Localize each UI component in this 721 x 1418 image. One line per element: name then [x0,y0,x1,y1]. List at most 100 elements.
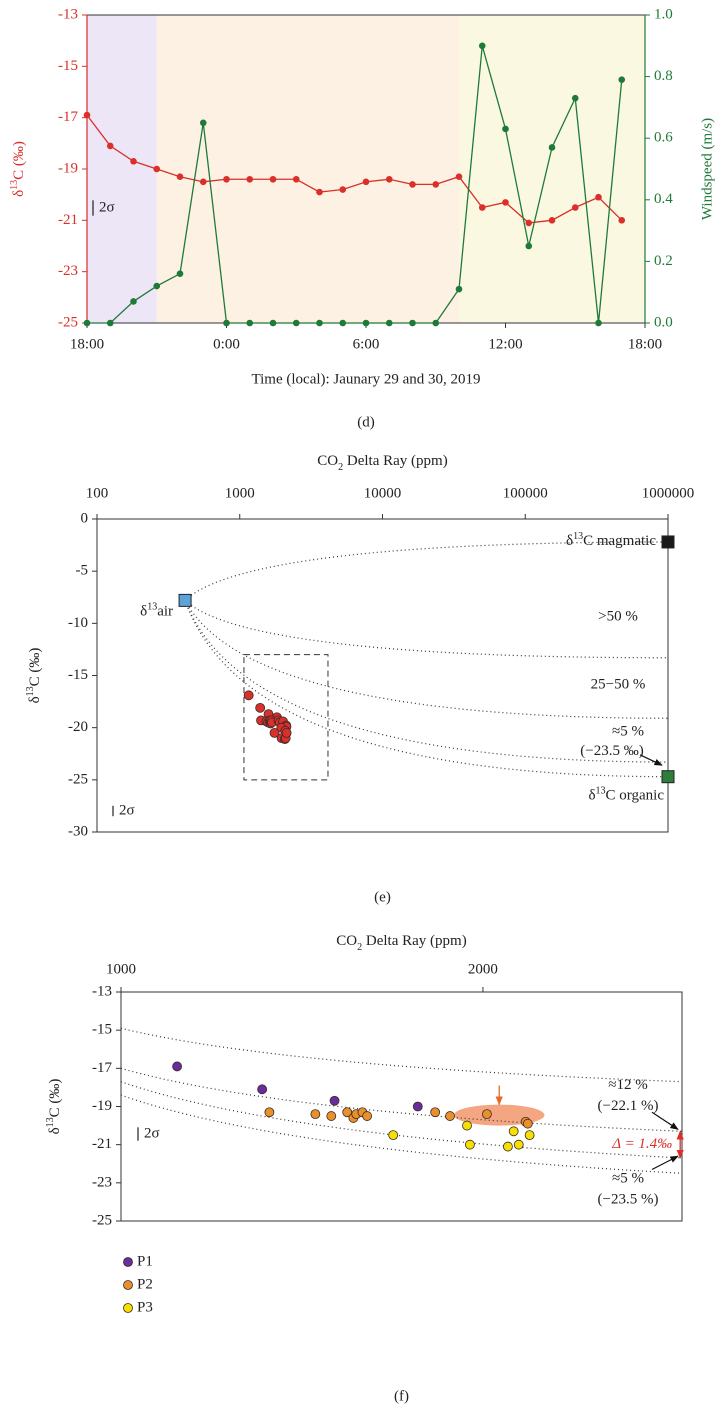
y-tick-label: -17 [58,109,78,125]
data-point [503,1141,513,1152]
series-point [339,186,347,193]
series-point [385,319,393,327]
data-point [465,1139,475,1150]
y-tick-label: -23 [58,263,78,279]
y-axis-title-part: C (‰) [11,141,27,180]
annotation-arrow [639,754,663,766]
y-tick-label: -13 [92,983,112,999]
series-line [86,114,623,224]
series-point [199,178,207,186]
series-point [525,242,533,250]
legend-swatch [123,1257,133,1267]
y-axis-title-part: C (‰) [47,1079,63,1118]
chart-title-part: 2 [338,462,343,473]
y-tick-label: -23 [92,1174,112,1190]
data-point [255,702,266,713]
series-point [409,181,416,188]
y2-tick-label: 1.0 [654,6,673,22]
y-axis-title-part: δ [27,696,43,703]
series-point [455,285,463,293]
series-point [525,219,533,227]
series-point [478,204,486,211]
annotation: >50 % [598,609,638,625]
y-tick-label: -19 [58,160,78,176]
legend-swatch [123,1280,133,1290]
series-point [502,125,509,133]
plot-frame [96,518,669,833]
series-point [176,270,184,278]
series-point [176,173,184,180]
zoom-box [243,654,329,781]
series-point [316,188,323,196]
end-member-label-part: 13 [573,531,583,542]
y-tick-label: -25 [68,771,88,787]
y-tick-label: -20 [68,719,88,735]
end-member-label-part: δ [588,788,595,804]
series-point [106,142,114,150]
x-tick-label: 6:00 [353,336,380,352]
series-point [106,319,114,327]
y-axis-title-part: 13 [45,1117,56,1127]
delta-label: Δ = 1.4‰ [611,1136,672,1152]
y-axis-title-part: C (‰) [27,648,43,687]
series-point [432,181,440,188]
data-point [329,1095,340,1106]
chart-title-part: CO [336,933,357,949]
shaded-period [156,15,459,323]
series-point [153,165,161,173]
series-point [571,204,579,211]
x-tick-label: 12:00 [488,336,522,352]
data-point [257,1084,268,1095]
caption: (f) [394,1388,409,1404]
caption: (e) [374,889,391,905]
y-tick-label: -15 [68,667,88,683]
series-point [385,175,393,183]
x-tick-label: 18:00 [628,336,662,352]
series-point [246,175,254,183]
y-axis-title-part: δ [11,190,27,197]
mixing-curve [120,1081,683,1159]
annotation: (−23.5 %) [598,1191,659,1207]
y2-tick-label: 0.6 [654,130,673,146]
series-point [362,178,370,186]
y-axis-title: δ13C (‰) [25,648,44,704]
end-member [661,770,675,784]
chart-title: CO2 Delta Ray (ppm) [317,453,447,472]
data-point [264,1107,275,1118]
series-point [292,175,300,183]
series-point [339,319,347,327]
series-point [153,282,161,290]
y-tick-label: -21 [92,1136,112,1152]
y-tick-label: -25 [58,314,78,330]
series-point [595,319,602,327]
series-point [83,319,91,327]
x-tick-label: 18:00 [70,336,104,352]
series-point [269,319,277,327]
y-tick-label: -15 [92,1022,112,1038]
end-member-label-part: air [157,604,173,620]
sigma-label: 2σ [99,199,115,215]
series-point [595,193,602,201]
y2-tick-label: 0.2 [654,253,673,269]
data-point [430,1107,441,1118]
data-point [342,1107,353,1118]
end-member-label: δ13C magmatic [566,531,656,550]
series-point [199,119,207,127]
chart-title-part: CO [317,453,338,469]
mixing-curve [184,600,669,719]
annotation: ≈12 % [608,1077,647,1093]
chart-title-part: Delta Ray (ppm) [362,933,467,949]
series-point [269,175,277,183]
end-member-label-part: C organic [606,788,665,804]
series-point [292,319,300,327]
chart-title: CO2 Delta Ray (ppm) [336,933,466,952]
annotation: 25−50 % [591,676,646,692]
y2-tick-label: 0.8 [654,68,673,84]
data-point [412,1101,423,1112]
series-point [618,76,626,83]
series-point [455,173,463,180]
sigma-label: 2σ [119,802,135,818]
mixing-curve [184,600,669,763]
data-point [513,1139,524,1150]
